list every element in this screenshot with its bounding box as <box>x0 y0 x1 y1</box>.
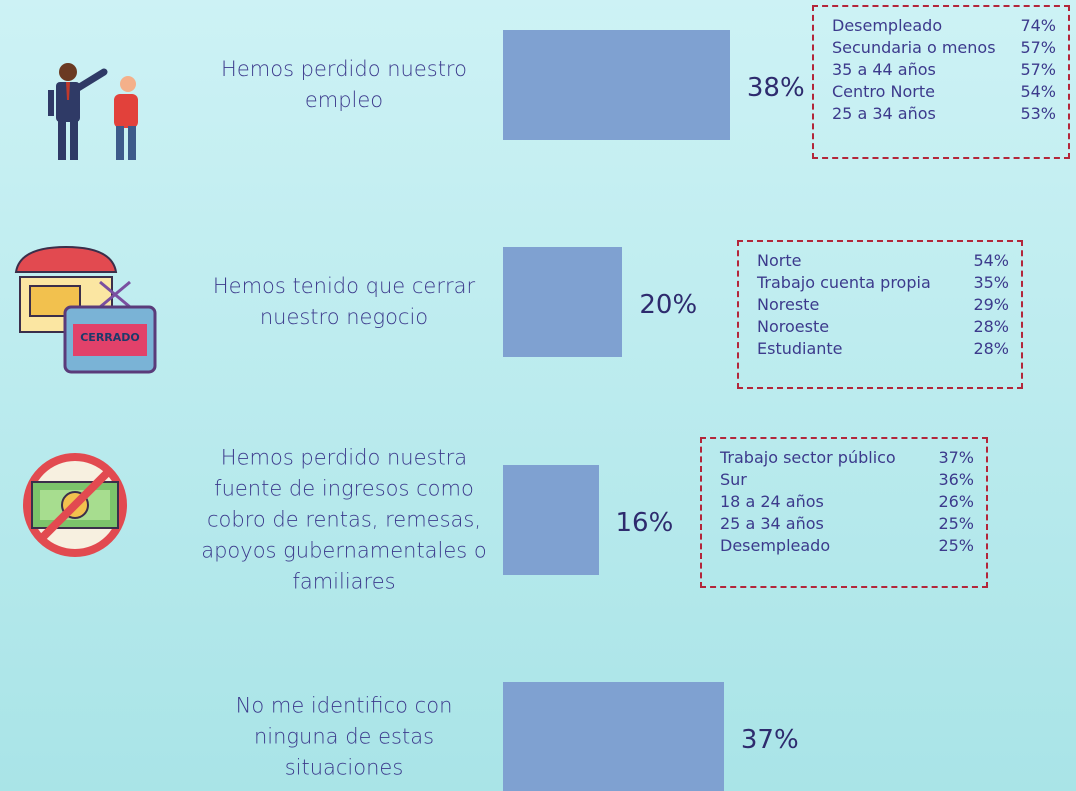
breakdown-value: 53% <box>1020 104 1056 123</box>
category-label: Hemos tenido que cerrar nuestro negocio <box>212 274 476 329</box>
breakdown-name: Noroeste <box>757 317 830 336</box>
breakdown-value: 25% <box>938 536 974 555</box>
breakdown-row: Desempleado 74% <box>832 15 1056 37</box>
breakdown-name: Sur <box>720 470 747 489</box>
breakdown-row: Noreste 29% <box>757 294 1009 316</box>
store-icon: CERRADO <box>14 245 157 374</box>
breakdown-row: Secundaria o menos 57% <box>832 37 1056 59</box>
breakdown-row: 18 a 24 años 26% <box>720 491 974 513</box>
value-label: 37% <box>740 725 799 755</box>
breakdown-row: Noroeste 28% <box>757 316 1009 338</box>
value-label: 20% <box>639 290 698 320</box>
breakdown-value: 57% <box>1020 60 1056 79</box>
breakdown-name: Desempleado <box>720 536 831 555</box>
breakdown-value: 35% <box>973 273 1009 292</box>
breakdown-row: 25 a 34 años 25% <box>720 513 974 535</box>
breakdown-name: Norte <box>757 251 802 270</box>
breakdown-row: 25 a 34 años 53% <box>832 103 1056 125</box>
breakdown-value: 54% <box>1020 82 1056 101</box>
breakdown-value: 28% <box>973 339 1009 358</box>
breakdown-name: 25 a 34 años <box>720 514 824 533</box>
breakdown-name: Centro Norte <box>832 82 935 101</box>
breakdown-name: Trabajo cuenta propia <box>757 273 931 292</box>
breakdown-value: 57% <box>1020 38 1056 57</box>
breakdown-row: Trabajo sector público 37% <box>720 447 974 469</box>
breakdown-name: Trabajo sector público <box>720 448 896 467</box>
breakdown-row: Trabajo cuenta propia 35% <box>757 272 1009 294</box>
breakdown-row: Sur 36% <box>720 469 974 491</box>
bar <box>503 465 599 575</box>
breakdown-box: Desempleado 74% Secundaria o menos 57% 35 a … <box>812 5 1070 159</box>
category-label: No me identifico con ninguna de estas si… <box>235 693 453 780</box>
breakdown-row: Estudiante 28% <box>757 338 1009 360</box>
bar <box>503 682 724 791</box>
breakdown-value: 25% <box>938 514 974 533</box>
breakdown-row: Desempleado 25% <box>720 535 974 557</box>
breakdown-value: 37% <box>938 448 974 467</box>
breakdown-name: Desempleado <box>832 16 943 35</box>
breakdown-name: 18 a 24 años <box>720 492 824 511</box>
breakdown-value: 54% <box>973 251 1009 270</box>
category-label: Hemos perdido nuestra fuente de ingresos… <box>201 445 487 594</box>
bar <box>503 247 623 357</box>
no-money-icon <box>23 453 127 557</box>
breakdown-value: 36% <box>938 470 974 489</box>
breakdown-name: Estudiante <box>757 339 843 358</box>
breakdown-name: Noreste <box>757 295 820 314</box>
breakdown-value: 26% <box>938 492 974 511</box>
bar <box>503 30 730 140</box>
breakdown-box: Trabajo sector público 37% Sur 36% 18 a 24 a… <box>700 437 988 588</box>
category-label: Hemos perdido nuestro empleo <box>221 57 467 112</box>
breakdown-name: Secundaria o menos <box>832 38 996 57</box>
breakdown-row: Norte 54% <box>757 250 1009 272</box>
breakdown-row: Centro Norte 54% <box>832 81 1056 103</box>
breakdown-row: 35 a 44 años 57% <box>832 59 1056 81</box>
breakdown-value: 29% <box>973 295 1009 314</box>
breakdown-name: 25 a 34 años <box>832 104 936 123</box>
breakdown-box: Norte 54% Trabajo cuenta propia 35% Noreste 2… <box>737 240 1023 389</box>
value-label: 16% <box>615 508 674 538</box>
breakdown-name: 35 a 44 años <box>832 60 936 79</box>
store-sign-text: CERRADO <box>80 331 140 344</box>
people-icon <box>48 63 138 160</box>
breakdown-value: 74% <box>1020 16 1056 35</box>
value-label: 38% <box>746 73 805 103</box>
breakdown-value: 28% <box>973 317 1009 336</box>
